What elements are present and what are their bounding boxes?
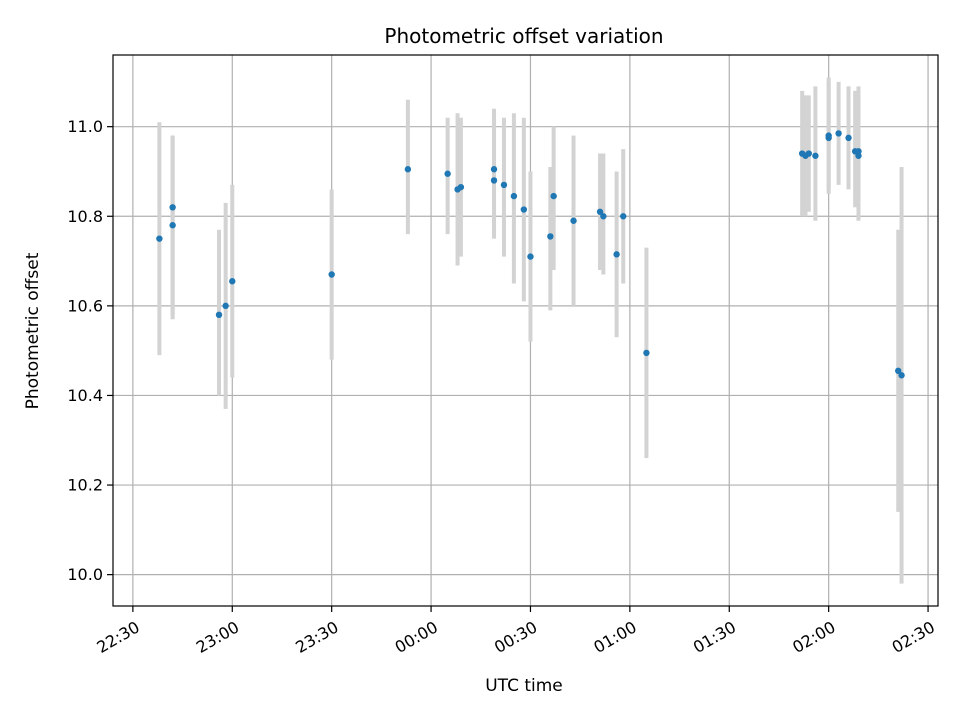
data-point <box>835 130 842 137</box>
data-point <box>520 206 528 213</box>
y-tick-label: 10.8 <box>67 207 103 226</box>
data-point <box>500 181 508 189</box>
data-point <box>444 170 451 177</box>
data-point <box>229 278 236 285</box>
chart-title: Photometric offset variation <box>384 24 663 48</box>
data-point <box>550 192 557 200</box>
data-point <box>895 367 902 375</box>
y-tick-label: 10.6 <box>67 296 103 315</box>
data-point <box>222 302 229 310</box>
data-point <box>643 349 650 357</box>
plot-frame <box>112 54 939 607</box>
data-point <box>215 311 223 319</box>
data-point <box>156 235 163 242</box>
x-axis-label: UTC time <box>485 676 563 696</box>
y-tick-label: 10.0 <box>67 565 103 584</box>
data-point <box>490 177 498 184</box>
data-point <box>825 132 832 139</box>
data-point <box>547 233 554 240</box>
data-point <box>898 372 905 379</box>
y-tick-label: 10.4 <box>67 386 103 405</box>
data-point <box>805 150 812 157</box>
data-point <box>620 213 627 220</box>
y-axis-label: Photometric offset <box>23 252 43 409</box>
y-axis: 10.0 10.2 10.4 10.6 10.8 11.0 <box>67 117 113 584</box>
data-point <box>328 271 335 278</box>
data-point <box>855 152 862 159</box>
data-point <box>855 148 862 155</box>
y-tick-label: 11.0 <box>67 117 103 136</box>
data-point <box>510 192 518 200</box>
data-point <box>845 134 852 142</box>
data-point <box>527 253 534 260</box>
point-series <box>156 130 905 379</box>
data-point <box>570 217 577 224</box>
data-point <box>596 208 604 215</box>
data-point <box>404 166 412 173</box>
y-tick-label: 10.2 <box>67 476 103 495</box>
data-point <box>169 204 176 211</box>
data-point <box>613 251 620 258</box>
data-point <box>169 222 176 229</box>
data-point <box>600 213 607 220</box>
data-point <box>812 152 819 159</box>
data-point <box>490 166 498 173</box>
data-point <box>457 183 465 191</box>
